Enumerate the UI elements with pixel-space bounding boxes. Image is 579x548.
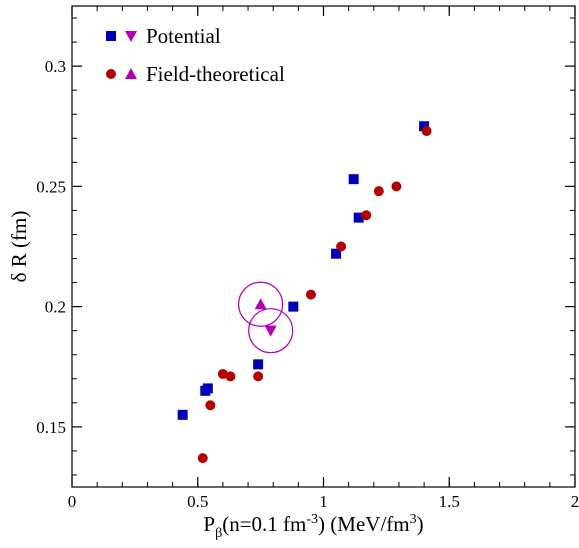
x-label-main: P <box>203 512 215 536</box>
highlight-ring <box>248 308 294 354</box>
data-point <box>348 174 359 185</box>
data-point <box>217 368 228 379</box>
x-tick-label: 0 <box>68 492 77 511</box>
series-potential <box>177 121 430 420</box>
data-point <box>331 248 342 259</box>
legend-marker <box>125 31 137 42</box>
plot-layer <box>177 121 432 464</box>
legend: Potential Field-theoretical <box>106 24 285 86</box>
legend-label: Potential <box>146 24 221 48</box>
x-label-rest2: ) (MeV/fm <box>318 512 410 536</box>
y-tick-label: 0.3 <box>45 57 66 76</box>
x-tick-label: 2 <box>571 492 579 511</box>
x-tick-label: 1 <box>319 492 328 511</box>
x-label-sup2: 3 <box>410 512 417 527</box>
data-point <box>177 409 188 420</box>
x-tick-label: 0.5 <box>187 492 208 511</box>
legend-item: Potential <box>106 24 221 48</box>
legend-marker <box>106 31 116 41</box>
legend-marker <box>106 69 116 79</box>
legend-marker <box>125 68 137 79</box>
y-tick-label: 0.15 <box>36 418 66 437</box>
series-potential-highlighted- <box>248 308 294 354</box>
x-tick-label: 1.5 <box>439 492 460 511</box>
data-point <box>253 371 264 382</box>
data-point <box>205 400 216 411</box>
data-point <box>421 126 432 137</box>
data-point <box>254 298 267 310</box>
x-label-rest: (n=0.1 fm <box>222 512 306 536</box>
data-point <box>305 289 316 300</box>
data-point <box>373 186 384 197</box>
series-field-theoretical-highlighted- <box>238 281 284 327</box>
data-point <box>353 212 364 223</box>
data-point <box>361 210 372 221</box>
data-point <box>288 301 299 312</box>
data-point <box>391 181 402 192</box>
data-point <box>197 453 208 464</box>
data-point <box>419 121 430 132</box>
y-tick-label: 0.25 <box>36 177 66 196</box>
y-tick-label: 0.2 <box>45 298 66 317</box>
legend-label: Field-theoretical <box>146 62 285 86</box>
y-axis-label: δ R (fm) <box>7 211 31 283</box>
data-point <box>225 371 236 382</box>
x-label-sub: β <box>215 526 222 541</box>
x-axis-label: Pβ(n=0.1 fm-3) (MeV/fm3) <box>203 512 423 541</box>
series-field-theoretical <box>197 126 432 464</box>
data-point <box>336 241 347 252</box>
highlight-ring <box>238 281 284 327</box>
data-point <box>253 359 264 370</box>
legend-item: Field-theoretical <box>106 62 285 86</box>
x-label-rest3: ) <box>417 512 424 536</box>
x-label-sup: -3 <box>306 512 318 527</box>
data-point <box>264 325 277 337</box>
axes-layer: 0 0.5 1 1.5 2 0.15 0.2 0.25 0.3 <box>36 5 579 511</box>
data-point <box>202 383 213 394</box>
